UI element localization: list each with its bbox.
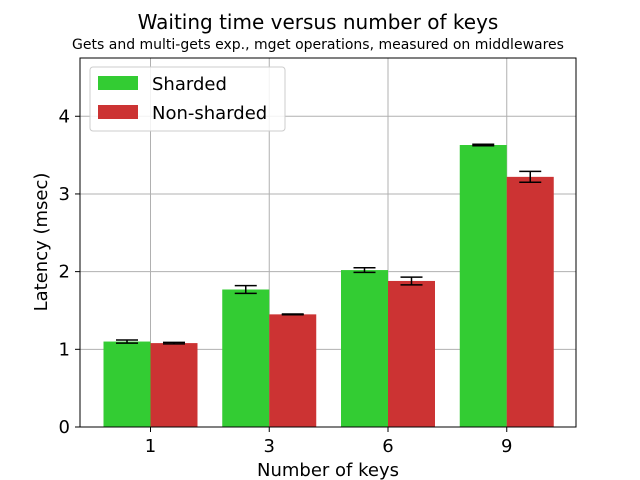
bar-sharded [103,341,151,427]
legend-swatch-non-sharded [98,105,138,119]
error-bar-non-sharded [400,276,423,286]
error-bar-sharded [353,266,376,274]
x-tick-label: 1 [145,436,156,457]
error-bars [116,143,542,345]
legend-swatch-sharded [98,76,138,90]
legend-label-sharded: Sharded [152,74,227,95]
error-bar-non-sharded [163,341,185,345]
bar-sharded [222,289,270,427]
y-tick-label: 4 [59,106,70,127]
x-tick-label: 6 [382,436,393,457]
x-axis-label: Number of keys [257,460,399,480]
chart-title: Waiting time versus number of keys [138,10,499,34]
x-axis-ticks: 1 3 6 9 [145,427,512,457]
chart-subtitle: Gets and multi-gets exp., mget operation… [72,37,564,53]
y-axis-ticks: 0 1 2 3 4 [59,106,80,438]
bar-sharded [459,145,507,427]
x-tick-label: 3 [264,436,275,457]
error-bar-non-sharded [519,170,542,184]
bars [103,145,554,427]
legend-label-non-sharded: Non-sharded [152,103,267,124]
error-bar-non-sharded [281,313,304,316]
y-tick-label: 2 [59,262,70,283]
error-bar-sharded [472,143,495,147]
y-tick-label: 3 [59,184,70,205]
bar-non-sharded [388,280,435,427]
bar-non-sharded [269,314,317,427]
bar-sharded [341,270,388,427]
y-tick-label: 0 [59,417,70,438]
x-tick-label: 9 [501,436,512,457]
legend: Sharded Non-sharded [89,66,286,132]
error-bar-sharded [116,339,138,344]
y-tick-label: 1 [59,339,70,360]
y-axis-label: Latency (msec) [31,173,52,312]
legend-box [89,66,286,132]
error-bar-sharded [234,284,257,295]
plot-frame [79,57,577,428]
bar-non-sharded [506,176,554,427]
bar-non-sharded [150,343,198,427]
